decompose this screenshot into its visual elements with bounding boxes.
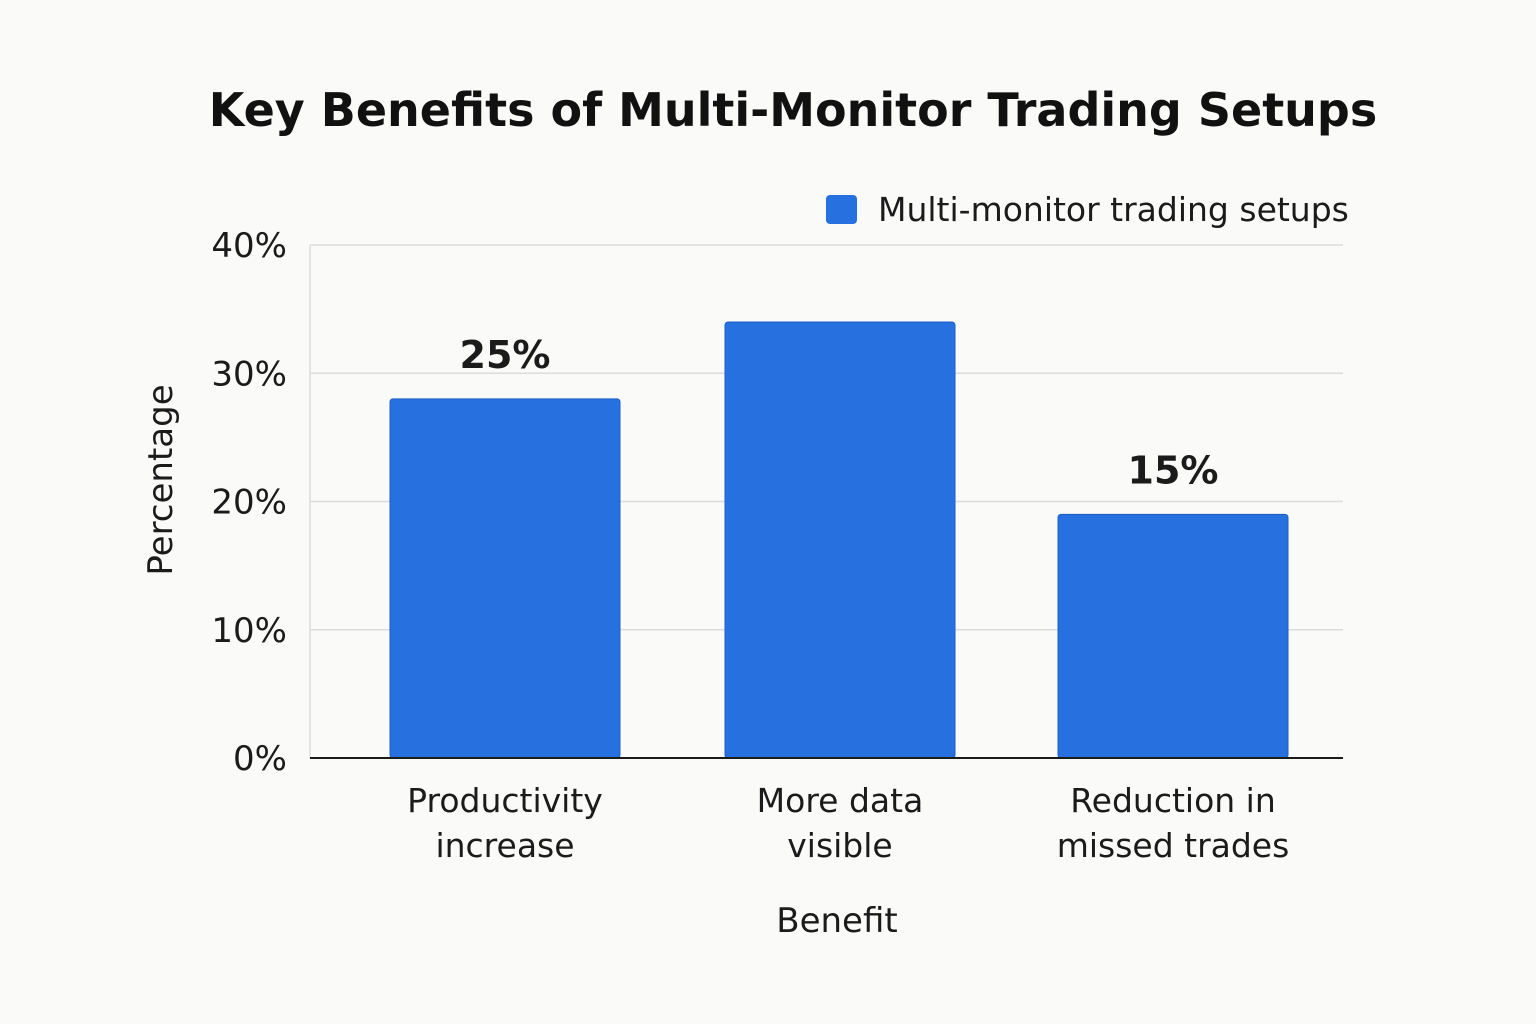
y-tick-label: 40%: [211, 226, 287, 266]
x-tick-label: missed trades: [1057, 826, 1290, 865]
legend-label: Multi-monitor trading setups: [878, 190, 1349, 229]
chart-title: Key Benefits of Multi-Monitor Trading Se…: [209, 83, 1378, 137]
bar: [724, 321, 956, 759]
y-axis-title: Percentage: [141, 384, 181, 575]
bar: [1057, 513, 1289, 759]
y-tick-label: 0%: [233, 739, 287, 779]
data-label: 15%: [1128, 448, 1219, 492]
x-tick-label: More data: [757, 781, 924, 820]
legend-swatch: [826, 195, 857, 224]
x-axis-categories: Productivity increase More data visible Redu…: [407, 781, 1289, 865]
x-tick-label: increase: [435, 826, 574, 865]
data-label: 25%: [460, 333, 551, 377]
y-tick-label: 10%: [211, 611, 287, 651]
y-tick-label: 20%: [211, 483, 287, 523]
data-labels: 25% 15%: [460, 333, 1219, 492]
y-axis-ticks: 0% 10% 20% 30% 40%: [211, 226, 287, 779]
legend: Multi-monitor trading setups: [826, 190, 1349, 229]
x-tick-label: visible: [787, 826, 892, 865]
x-tick-label: Productivity: [407, 781, 603, 820]
bars: [389, 321, 1289, 759]
x-axis-title: Benefit: [776, 901, 897, 941]
x-tick-label: Reduction in: [1070, 781, 1276, 820]
y-tick-label: 30%: [211, 354, 287, 394]
bar: [389, 398, 621, 759]
